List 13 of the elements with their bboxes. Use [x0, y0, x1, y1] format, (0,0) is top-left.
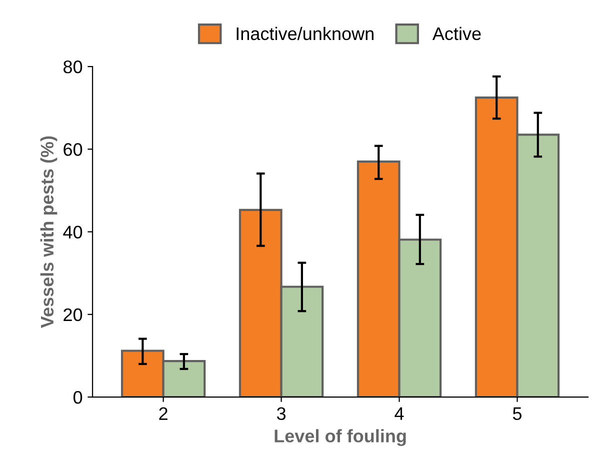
y-tick-label: 80: [64, 60, 82, 74]
y-tick-label: 20: [64, 308, 82, 322]
x-tick-label: 2: [159, 407, 168, 420]
legend-label: Inactive/unknown: [236, 26, 374, 40]
y-tick-label: 0: [73, 390, 82, 404]
x-tick-label: 4: [394, 407, 404, 420]
x-tick-label: 3: [276, 407, 286, 420]
x-axis-title: Level of fouling: [274, 429, 406, 446]
x-tick-label: 5: [512, 407, 522, 420]
y-tick-label: 40: [63, 226, 82, 239]
y-axis-title: Vessels with pests (%): [40, 136, 58, 328]
legend-label: Active: [432, 26, 481, 40]
y-tick-label: 60: [64, 143, 82, 156]
